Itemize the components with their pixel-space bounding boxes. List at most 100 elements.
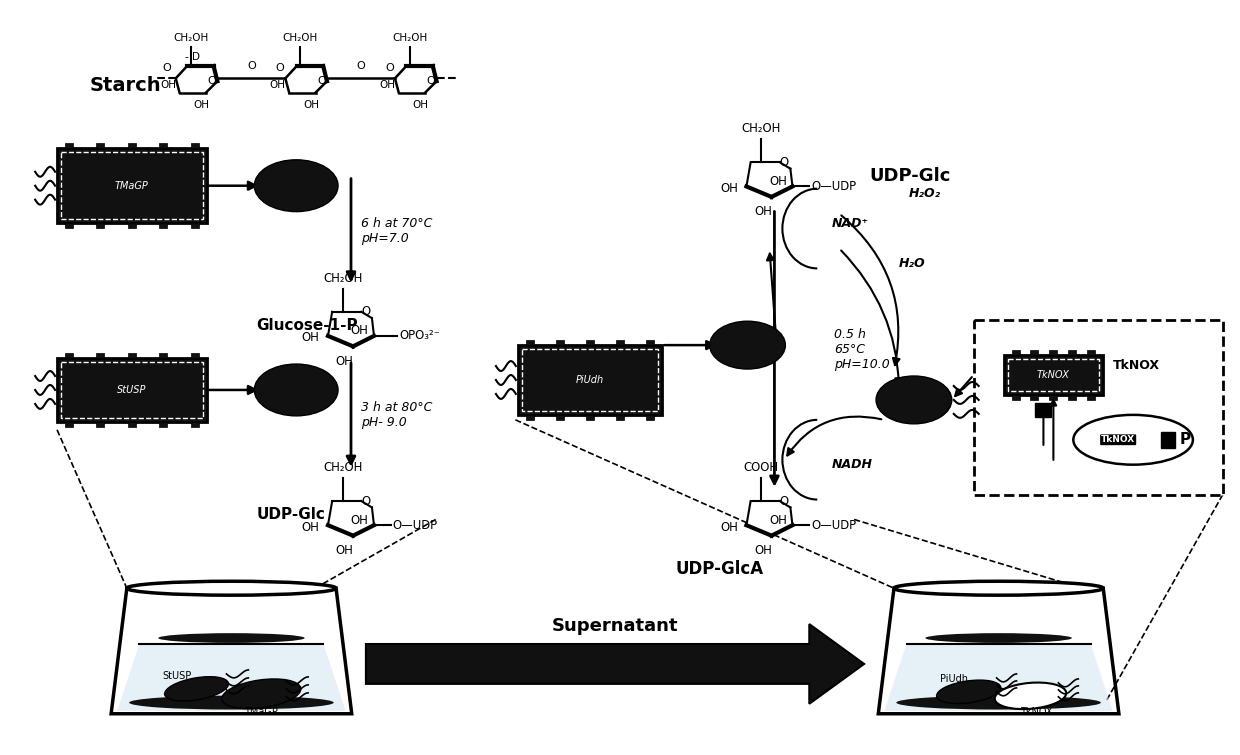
- Text: P: P: [1179, 433, 1190, 447]
- Bar: [1030, 350, 1038, 355]
- Bar: [97, 353, 104, 358]
- Polygon shape: [884, 644, 1112, 711]
- Text: OH: OH: [769, 175, 786, 188]
- Bar: [159, 353, 167, 358]
- Text: OH: OH: [720, 182, 738, 195]
- Text: OH: OH: [351, 513, 368, 527]
- Ellipse shape: [159, 633, 305, 643]
- Text: PiUdh: PiUdh: [940, 674, 967, 684]
- Bar: [1012, 395, 1019, 400]
- Text: CH₂OH: CH₂OH: [322, 461, 362, 474]
- Text: OH: OH: [301, 521, 320, 534]
- Polygon shape: [327, 501, 374, 535]
- Ellipse shape: [165, 676, 228, 701]
- Text: O: O: [780, 156, 789, 169]
- Text: O: O: [357, 61, 366, 72]
- Polygon shape: [746, 501, 792, 535]
- Bar: [61, 362, 202, 418]
- Polygon shape: [285, 66, 327, 93]
- Text: OH: OH: [336, 355, 353, 368]
- Text: O: O: [427, 76, 435, 86]
- Ellipse shape: [925, 633, 1071, 643]
- Bar: [97, 223, 104, 228]
- Bar: [97, 422, 104, 427]
- Bar: [526, 414, 533, 420]
- Text: O: O: [162, 63, 171, 72]
- Text: O: O: [361, 305, 371, 319]
- Text: TMaGP: TMaGP: [244, 707, 278, 716]
- Text: 0.5 h
65°C
pH=10.0: 0.5 h 65°C pH=10.0: [835, 328, 890, 371]
- Text: CH₂OH: CH₂OH: [283, 33, 319, 43]
- Bar: [128, 143, 136, 148]
- Bar: [61, 153, 202, 219]
- Bar: [64, 422, 73, 427]
- Text: OH: OH: [720, 521, 738, 534]
- Bar: [191, 353, 198, 358]
- Bar: [522, 349, 658, 411]
- Text: OH: OH: [351, 325, 368, 337]
- Polygon shape: [327, 312, 374, 347]
- Bar: [191, 223, 198, 228]
- Bar: [57, 148, 207, 223]
- Text: TkNOX: TkNOX: [1021, 707, 1053, 716]
- Text: OH: OH: [754, 205, 773, 218]
- Text: OH: OH: [379, 80, 396, 90]
- Text: OPO₃²⁻: OPO₃²⁻: [399, 329, 440, 343]
- Text: Starch: Starch: [91, 76, 161, 94]
- Text: TkNOX: TkNOX: [1114, 359, 1161, 371]
- Bar: [587, 341, 594, 345]
- Bar: [1049, 350, 1058, 355]
- Ellipse shape: [254, 160, 339, 211]
- Text: OH: OH: [303, 100, 319, 110]
- Text: CH₂OH: CH₂OH: [322, 272, 362, 285]
- Bar: [556, 341, 564, 345]
- Bar: [616, 414, 624, 420]
- Bar: [1030, 395, 1038, 400]
- Text: OH: OH: [301, 331, 320, 344]
- Polygon shape: [366, 624, 864, 704]
- Text: O: O: [275, 63, 284, 72]
- Text: OH: OH: [336, 544, 353, 557]
- Text: TkNOX: TkNOX: [1037, 370, 1070, 380]
- Text: NADH: NADH: [832, 458, 873, 471]
- Text: COOH: COOH: [744, 461, 779, 474]
- Polygon shape: [746, 162, 792, 197]
- Ellipse shape: [894, 581, 1104, 595]
- Bar: [1069, 350, 1076, 355]
- Text: CH₂OH: CH₂OH: [392, 33, 428, 43]
- Bar: [64, 353, 73, 358]
- Bar: [57, 358, 207, 422]
- Bar: [1049, 395, 1058, 400]
- Text: O—UDP: O—UDP: [393, 519, 438, 532]
- Text: OH: OH: [413, 100, 429, 110]
- Polygon shape: [394, 66, 436, 93]
- Ellipse shape: [126, 581, 336, 595]
- Text: 3 h at 80°C
pH- 9.0: 3 h at 80°C pH- 9.0: [361, 401, 433, 429]
- Ellipse shape: [709, 321, 785, 369]
- Bar: [1161, 432, 1176, 448]
- Text: NAD⁺: NAD⁺: [832, 217, 869, 230]
- Bar: [1087, 395, 1095, 400]
- Bar: [1069, 395, 1076, 400]
- Text: O: O: [361, 495, 371, 507]
- Text: OH: OH: [769, 513, 786, 527]
- Text: OH: OH: [270, 80, 285, 90]
- Ellipse shape: [875, 376, 952, 424]
- Bar: [128, 223, 136, 228]
- Ellipse shape: [994, 683, 1066, 709]
- Bar: [191, 143, 198, 148]
- Text: UDP-Glc: UDP-Glc: [869, 167, 950, 185]
- Bar: [1087, 350, 1095, 355]
- Ellipse shape: [897, 695, 1101, 710]
- Text: O: O: [247, 61, 255, 72]
- Bar: [646, 414, 655, 420]
- Polygon shape: [176, 66, 217, 93]
- Bar: [587, 414, 594, 420]
- Text: StUSP: StUSP: [162, 671, 191, 681]
- Text: PiUdh: PiUdh: [577, 375, 604, 385]
- Text: O: O: [317, 76, 326, 86]
- Text: - D: - D: [185, 51, 201, 62]
- Bar: [973, 320, 1223, 495]
- Bar: [556, 414, 564, 420]
- Text: TMaGP: TMaGP: [115, 180, 149, 191]
